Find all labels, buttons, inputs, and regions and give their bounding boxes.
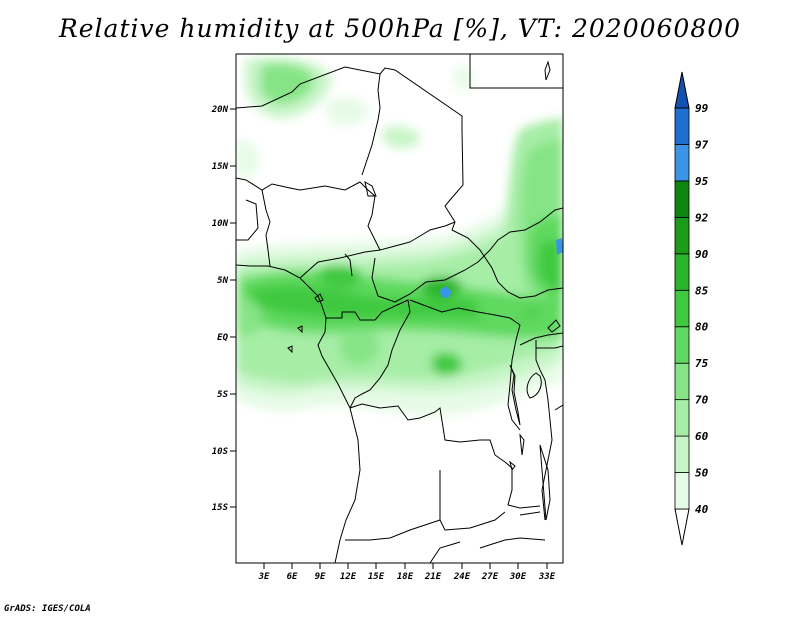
colorbar-segment: [674, 180, 690, 218]
colorbar-segment: [674, 326, 690, 364]
lon-tick-label: 9E: [315, 572, 326, 582]
colorbar-segment: [674, 399, 690, 437]
colorbar-label: 60: [695, 430, 709, 443]
country-borders: [236, 54, 563, 563]
colorbar-segment: [674, 253, 690, 291]
lat-tick-label: 15N: [212, 162, 229, 172]
colorbar-segment: [674, 289, 690, 328]
grads-credit: GrADS: IGES/COLA: [4, 604, 91, 614]
lon-tick-label: 3E: [258, 572, 270, 582]
lon-tick-label: 21E: [424, 572, 442, 582]
lon-tick-label: 15E: [368, 572, 385, 582]
colorbar-segment: [674, 216, 690, 255]
lon-tick-label: 30E: [509, 572, 527, 582]
colorbar-segment: [674, 362, 690, 401]
humidity-shading: [236, 57, 563, 416]
lat-tick-label: 5N: [217, 276, 228, 286]
lat-tick-label: 15S: [212, 503, 229, 513]
lon-tick-label: 6E: [287, 572, 298, 582]
colorbar-label: 50: [695, 467, 709, 480]
colorbar-label: 92: [695, 211, 709, 224]
colorbar-label: 70: [695, 394, 709, 407]
colorbar-segment: [674, 472, 690, 510]
lon-tick-label: 24E: [453, 572, 471, 582]
longitude-axis: 3E 6E 9E 12E 15E 18E 21E 24E 27E 30E 33E: [258, 563, 556, 582]
lat-tick-label: 20N: [211, 105, 229, 115]
colorbar-label: 95: [695, 175, 709, 188]
lon-tick-label: 33E: [538, 572, 556, 582]
colorbar-segment: [674, 435, 690, 473]
lon-tick-label: 12E: [340, 572, 357, 582]
map-frame: [235, 53, 564, 564]
colorbar-segment: [674, 144, 690, 182]
lat-tick-label: 10N: [212, 219, 229, 229]
colorbar-label: 85: [695, 284, 709, 297]
colorbar-label: 40: [695, 503, 709, 516]
map-title: Relative humidity at 500hPa [%], VT: 202…: [58, 14, 742, 43]
lat-tick-label: 5S: [217, 390, 228, 400]
colorbar-label: 80: [695, 321, 709, 334]
lat-tick-label: 10S: [212, 447, 229, 457]
colorbar-low-cap: [674, 508, 690, 546]
latitude-axis: 20N 15N 10N 5N EQ 5S 10S 15S: [211, 105, 236, 513]
colorbar-high-cap: [674, 71, 690, 109]
lon-tick-label: 27E: [481, 572, 499, 582]
lat-tick-label: EQ: [217, 333, 228, 343]
colorbar-label: 90: [695, 248, 709, 261]
colorbar-label: 99: [695, 102, 709, 115]
colorbar-segment: [674, 107, 690, 145]
colorbar-label: 75: [695, 357, 709, 370]
colorbar: 40 50 60 70 75 80 85 90 92 95 97 99: [674, 71, 709, 546]
lon-tick-label: 18E: [397, 572, 414, 582]
colorbar-label: 97: [695, 138, 709, 151]
